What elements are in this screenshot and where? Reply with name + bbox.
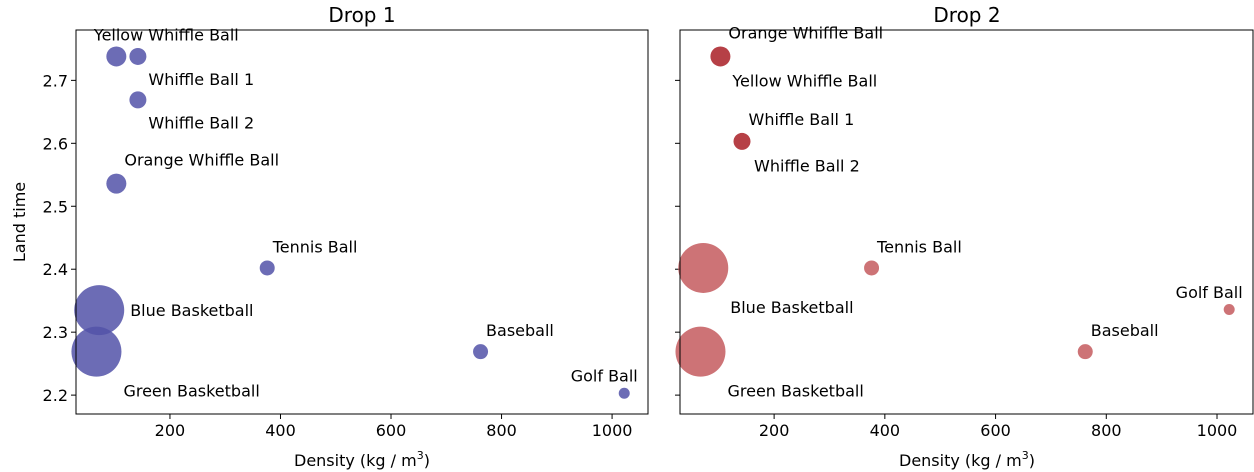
data-point <box>473 344 489 360</box>
y-tick-label: 2.3 <box>43 323 68 342</box>
x-axis-label-end: ) <box>424 451 430 470</box>
x-axis-label-main: Density (kg / m <box>899 451 1022 470</box>
chart-title: Drop 1 <box>328 3 395 27</box>
point-label: Whiffle Ball 1 <box>148 70 254 89</box>
y-tick-label: 2.4 <box>43 260 68 279</box>
data-point <box>710 46 731 67</box>
x-axis-label-main: Density (kg / m <box>294 451 417 470</box>
point-label: Yellow Whiffle Ball <box>731 71 877 90</box>
point-label: Orange Whiffle Ball <box>124 151 279 170</box>
data-point <box>675 326 726 377</box>
x-tick-label: 800 <box>1091 421 1122 440</box>
plot-area: 200 400 600 800 1000 Orange Whiffle Ball Yello… <box>675 23 1243 440</box>
x-tick-label: 400 <box>870 421 901 440</box>
data-point <box>678 242 729 293</box>
data-point <box>71 326 122 377</box>
point-label: Blue Basketball <box>130 301 253 320</box>
x-axis-label-end: ) <box>1029 451 1035 470</box>
y-tick-label: 2.2 <box>43 386 68 405</box>
x-tick-label: 200 <box>155 421 186 440</box>
point-label: Whiffle Ball 2 <box>148 113 254 132</box>
data-point <box>864 260 880 276</box>
data-point <box>1077 344 1093 360</box>
plot-area: 200 400 600 800 1000 2.2 2.3 2.4 2.5 2.6 2.7 Yellow… <box>43 25 638 440</box>
axes-frame <box>679 29 1254 415</box>
data-point <box>733 132 751 150</box>
y-axis-label: Land time <box>10 182 29 262</box>
x-axis-label-sup: 3 <box>1022 449 1029 462</box>
point-label: Golf Ball <box>571 367 638 386</box>
x-axis-label: Density (kg / m3) <box>899 449 1035 470</box>
data-point <box>259 260 275 276</box>
x-tick-label: 400 <box>265 421 296 440</box>
data-point <box>1223 304 1235 316</box>
chart-title: Drop 2 <box>933 3 1000 27</box>
x-tick-label: 800 <box>486 421 517 440</box>
data-point <box>74 285 125 336</box>
point-label: Golf Ball <box>1176 283 1243 302</box>
x-tick-label: 1000 <box>592 421 633 440</box>
point-label: Tennis Ball <box>876 237 962 256</box>
x-tick-label: 200 <box>759 421 790 440</box>
point-label: Yellow Whiffle Ball <box>93 25 239 44</box>
data-point <box>106 46 127 67</box>
point-label: Orange Whiffle Ball <box>728 23 883 42</box>
y-tick-label: 2.5 <box>43 197 68 216</box>
x-tick-label: 600 <box>980 421 1011 440</box>
point-label: Blue Basketball <box>730 298 853 317</box>
data-point <box>129 91 147 109</box>
point-label: Whiffle Ball 1 <box>749 110 855 129</box>
data-point <box>618 387 630 399</box>
data-point <box>106 173 127 194</box>
point-label: Green Basketball <box>123 382 259 401</box>
axes-frame <box>75 29 649 415</box>
x-axis-label-sup: 3 <box>417 449 424 462</box>
point-label: Baseball <box>1091 321 1159 340</box>
point-label: Baseball <box>486 321 554 340</box>
point-label: Whiffle Ball 2 <box>754 156 860 175</box>
x-tick-label: 600 <box>376 421 407 440</box>
panel-drop-2: Drop 2 200 400 600 800 1000 Orange Whiffle Ba… <box>675 3 1254 470</box>
x-axis-label: Density (kg / m3) <box>294 449 430 470</box>
data-point <box>129 47 147 65</box>
point-label: Tennis Ball <box>272 237 358 256</box>
x-tick-label: 1000 <box>1197 421 1238 440</box>
y-tick-label: 2.7 <box>43 71 68 90</box>
panel-drop-1: Drop 1 200 400 600 800 1000 2.2 2.3 2.4 2.5 2.6 2.… <box>10 3 649 470</box>
point-label: Green Basketball <box>727 382 863 401</box>
y-tick-label: 2.6 <box>43 134 68 153</box>
